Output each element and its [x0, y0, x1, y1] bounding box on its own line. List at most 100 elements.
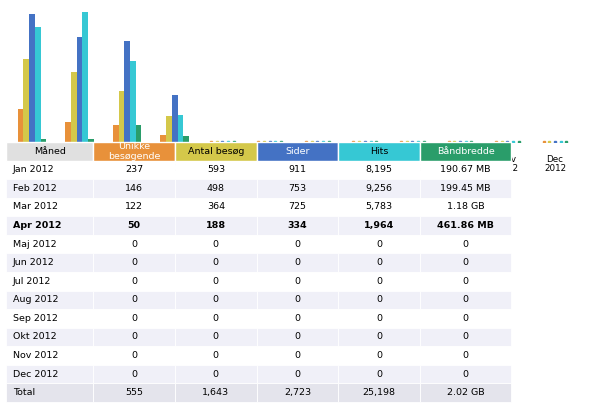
Text: 0: 0 — [294, 314, 300, 323]
Text: 0: 0 — [376, 295, 382, 304]
Bar — [420, 346, 511, 365]
Text: 0: 0 — [376, 370, 382, 379]
Bar — [166, 116, 172, 142]
Bar — [93, 383, 175, 402]
Text: 2012: 2012 — [162, 164, 187, 173]
Text: 0: 0 — [131, 332, 137, 341]
Text: 911: 911 — [289, 165, 307, 175]
Bar — [35, 27, 41, 142]
Bar — [175, 179, 257, 198]
Text: 0: 0 — [213, 314, 219, 323]
Bar — [339, 142, 420, 160]
Text: 0: 0 — [131, 240, 137, 248]
Text: 9,256: 9,256 — [366, 184, 393, 193]
Bar — [93, 309, 175, 328]
Bar — [257, 309, 339, 328]
Bar — [257, 179, 339, 198]
Bar — [257, 198, 339, 216]
Text: 0: 0 — [294, 240, 300, 248]
Text: 461.86 MB: 461.86 MB — [437, 221, 494, 230]
Text: 8,195: 8,195 — [366, 165, 393, 175]
Bar — [339, 383, 420, 402]
Text: 364: 364 — [207, 202, 225, 212]
Bar — [93, 290, 175, 309]
Bar — [257, 346, 339, 365]
Bar — [18, 109, 24, 142]
Text: Hits: Hits — [370, 147, 388, 156]
Text: 2012: 2012 — [211, 164, 233, 173]
Text: Antal besøg: Antal besøg — [188, 147, 244, 156]
Text: Feb 2012: Feb 2012 — [13, 184, 57, 193]
Bar — [175, 365, 257, 383]
Text: 0: 0 — [376, 277, 382, 286]
Bar — [339, 309, 420, 328]
Bar — [339, 290, 420, 309]
Text: 0: 0 — [463, 277, 468, 286]
Bar — [6, 346, 93, 365]
Bar — [6, 365, 93, 383]
Bar — [420, 309, 511, 328]
Text: 0: 0 — [463, 351, 468, 360]
Text: 555: 555 — [125, 388, 143, 397]
Bar — [420, 179, 511, 198]
Text: 199.45 MB: 199.45 MB — [440, 184, 491, 193]
Bar — [339, 216, 420, 235]
Bar — [93, 198, 175, 216]
Bar — [175, 142, 257, 160]
Bar — [257, 142, 339, 160]
Text: Nov 2012: Nov 2012 — [13, 351, 58, 360]
Text: Dec: Dec — [546, 155, 563, 164]
Text: 50: 50 — [127, 221, 140, 230]
Text: 190.67 MB: 190.67 MB — [440, 165, 491, 175]
Bar — [6, 160, 93, 179]
Text: 146: 146 — [125, 184, 143, 193]
Bar — [136, 125, 142, 142]
Text: Okt: Okt — [453, 155, 467, 164]
Text: 0: 0 — [463, 258, 468, 267]
Text: 0: 0 — [131, 258, 137, 267]
Text: 25,198: 25,198 — [363, 388, 396, 397]
Bar — [29, 15, 35, 142]
Bar — [124, 40, 130, 142]
Text: 0: 0 — [131, 277, 137, 286]
Bar — [130, 61, 136, 142]
Bar — [420, 272, 511, 290]
Bar — [420, 160, 511, 179]
Text: 2012: 2012 — [306, 164, 329, 173]
Bar — [339, 328, 420, 346]
Text: 0: 0 — [294, 277, 300, 286]
Bar — [175, 216, 257, 235]
Text: Jan 2012: Jan 2012 — [13, 165, 54, 175]
Text: Sep: Sep — [404, 155, 421, 164]
Text: 0: 0 — [213, 370, 219, 379]
Bar — [77, 37, 83, 142]
Bar — [175, 198, 257, 216]
Text: 0: 0 — [213, 258, 219, 267]
Text: 334: 334 — [288, 221, 307, 230]
Bar — [175, 328, 257, 346]
Text: 2012: 2012 — [354, 164, 376, 173]
Text: 2012: 2012 — [258, 164, 281, 173]
Bar — [65, 122, 71, 142]
Bar — [175, 160, 257, 179]
Text: 593: 593 — [207, 165, 225, 175]
Text: Maj: Maj — [215, 155, 230, 164]
Text: 0: 0 — [463, 240, 468, 248]
Bar — [420, 216, 511, 235]
Text: 188: 188 — [206, 221, 226, 230]
Bar — [71, 72, 77, 142]
Bar — [93, 253, 175, 272]
Text: 0: 0 — [376, 258, 382, 267]
Bar — [93, 179, 175, 198]
Text: Maj 2012: Maj 2012 — [13, 240, 57, 248]
Bar — [6, 309, 93, 328]
Bar — [339, 272, 420, 290]
Bar — [119, 91, 124, 142]
Bar — [93, 365, 175, 383]
Bar — [420, 290, 511, 309]
Text: 0: 0 — [213, 332, 219, 341]
Bar — [24, 59, 29, 142]
Text: 0: 0 — [213, 295, 219, 304]
Text: Båndbredde: Båndbredde — [437, 147, 494, 156]
Text: 0: 0 — [376, 240, 382, 248]
